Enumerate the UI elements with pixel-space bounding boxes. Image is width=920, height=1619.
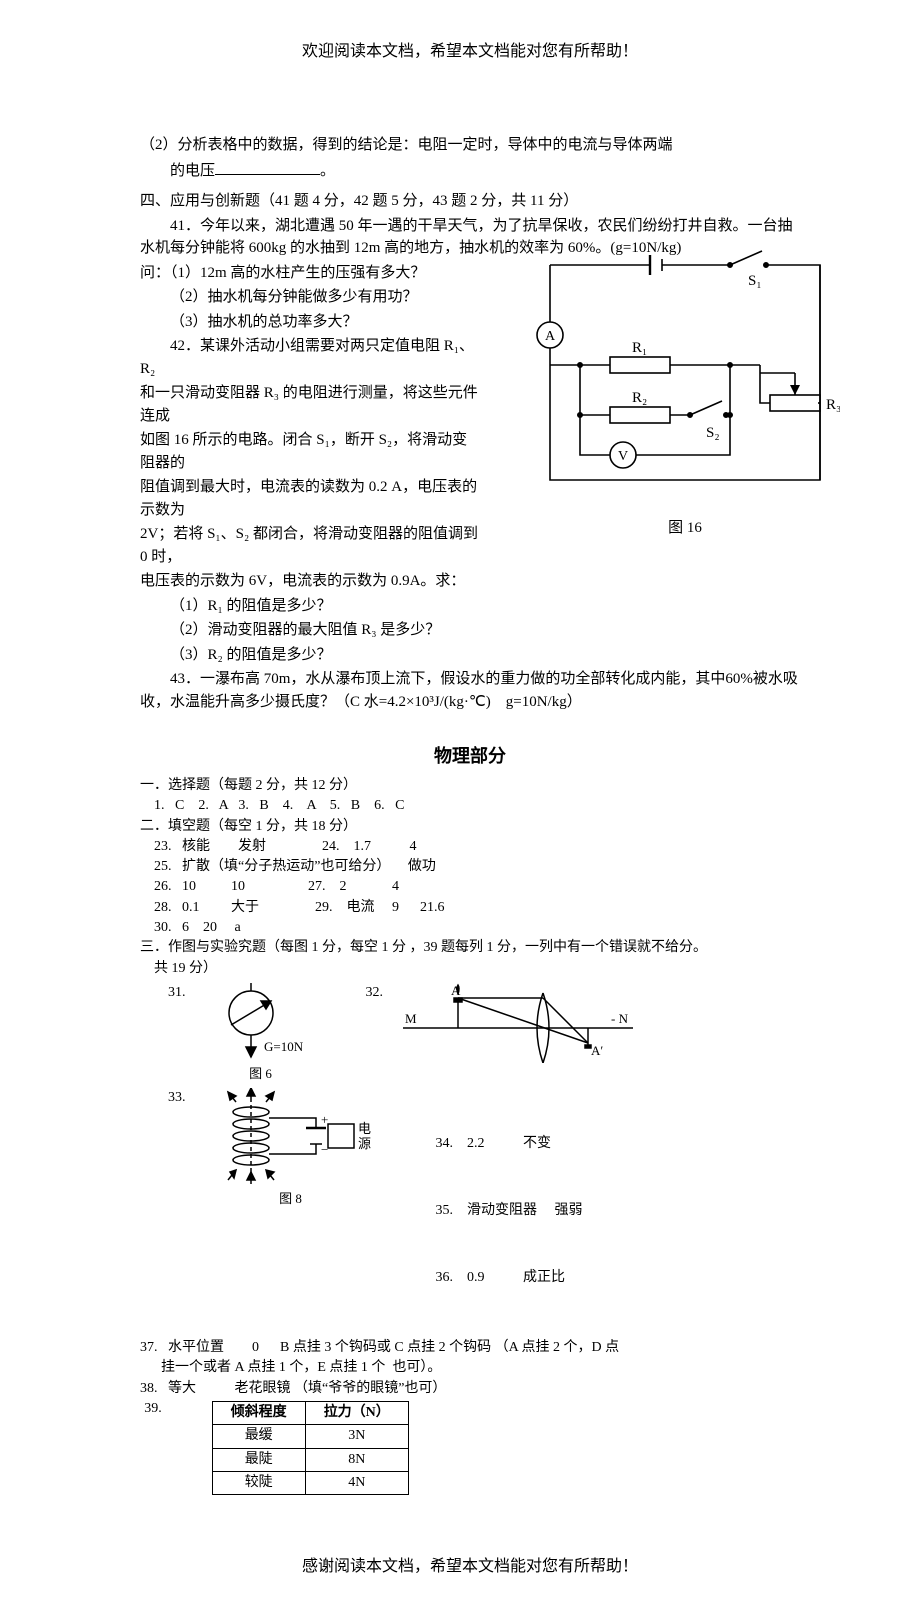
fig32-N: - N: [611, 1011, 629, 1026]
svg-text:+: +: [321, 1112, 328, 1127]
q42-ask3: （3）R₂ 的阻值是多少？: [140, 644, 800, 667]
table-header: 倾斜程度: [212, 1402, 305, 1425]
q2-line2: 的电压 。: [140, 159, 800, 183]
table-row: 较陡 4N: [212, 1471, 408, 1494]
fig32-M: M: [405, 1011, 417, 1026]
ans-37b: 挂一个或者 A 点挂 1 个，E 点挂 1 个 也可）。: [140, 1358, 800, 1378]
r2-label: R₂: [632, 390, 647, 406]
ans-sec1-row: 1. C 2. A 3. B 4. A 5. B 6. C: [140, 796, 800, 816]
q2-line2-suffix: 。: [320, 163, 335, 179]
table-cell: 8N: [305, 1448, 408, 1471]
svg-text:−: −: [321, 1142, 328, 1157]
table-cell: 最缓: [212, 1425, 305, 1448]
figure-32: M A A′ - N: [403, 983, 633, 1063]
circuit-svg: A V S₁ S₂ R₁ R₂ R₃: [530, 245, 840, 505]
fig8-dy-2: 源: [358, 1136, 371, 1151]
q43: 43．一瀑布高 70m，水从瀑布顶上流下，假设水的重力做的功全部转化成内能，其中…: [140, 668, 800, 713]
figure-16-caption: 图 16: [530, 517, 840, 540]
fig32-Ap: A′: [591, 1043, 603, 1058]
ans-sec2-r3: 26. 10 10 27. 2 4: [140, 877, 800, 897]
table-row: 倾斜程度 拉力（N）: [212, 1402, 408, 1425]
label-31: 31.: [168, 983, 186, 1003]
ans-sec3b: 共 19 分）: [140, 959, 800, 979]
ans-sec2-r2: 25. 扩散（填“分子热运动”也可给分） 做功: [140, 857, 800, 877]
ans-37a: 37. 水平位置 0 B 点挂 3 个钩码或 C 点挂 2 个钩码 （A 点挂 …: [140, 1338, 800, 1358]
q42-ask2: （2）滑动变阻器的最大阻值 R₃ 是多少？: [140, 619, 800, 642]
table-row: 最缓 3N: [212, 1425, 408, 1448]
ans-34: 34. 2.2 不变: [436, 1133, 583, 1155]
ans-sec2: 二．填空题（每空 1 分，共 18 分）: [140, 817, 800, 837]
r3-label: R₃: [826, 397, 840, 413]
table-cell: 3N: [305, 1425, 408, 1448]
fig32-A: A: [451, 983, 461, 998]
fig8-dy-1: 电: [358, 1121, 371, 1136]
table-39: 倾斜程度 拉力（N） 最缓 3N 最陡 8N 较陡 4N: [212, 1401, 409, 1495]
table-row: 最陡 8N: [212, 1448, 408, 1471]
table-header: 拉力（N）: [305, 1402, 408, 1425]
q2-line1: （2）分析表格中的数据，得到的结论是：电阻一定时，导体中的电流与导体两端: [140, 134, 800, 157]
table-cell: 最陡: [212, 1448, 305, 1471]
figure-8: + − 电 源 图 8: [206, 1088, 376, 1209]
label-33: 33.: [168, 1088, 186, 1108]
q42-ask1: （1）R₁ 的阻值是多少？: [140, 595, 800, 618]
q2-line2-prefix: 的电压: [170, 163, 215, 179]
r1-label: R₁: [632, 340, 647, 356]
ans-sec2-r1: 23. 核能 发射 24. 1.7 4: [140, 837, 800, 857]
table-cell: 4N: [305, 1471, 408, 1494]
ammeter-label: A: [545, 329, 556, 344]
ans-35: 35. 滑动变阻器 强弱: [436, 1200, 583, 1222]
s2-label: S₂: [706, 425, 720, 441]
ans-sec3: 三．作图与实验究题（每图 1 分，每空 1 分 ，39 题每列 1 分，一列中有…: [140, 938, 800, 958]
fig6-caption: 图 6: [249, 1065, 272, 1084]
q2-blank: [215, 159, 320, 175]
fig8-caption: 图 8: [279, 1190, 302, 1209]
page-header: 欢迎阅读本文档，希望本文档能对您有所帮助！: [140, 40, 800, 64]
s1-label: S₁: [748, 273, 762, 289]
section4-title: 四、应用与创新题（41 题 4 分，42 题 5 分，43 题 2 分，共 11…: [140, 190, 800, 213]
figure-16: A V S₁ S₂ R₁ R₂ R₃ 图 16: [530, 245, 840, 545]
ans-sec1: 一．选择题（每题 2 分，共 12 分）: [140, 776, 800, 796]
page-footer: 感谢阅读本文档，希望本文档能对您有所帮助！: [140, 1555, 800, 1579]
q42-l6: 电压表的示数为 6V，电流表的示数为 0.9A。求：: [140, 570, 800, 593]
ans-38: 38. 等大 老花眼镜 （填“爷爷的眼镜”也可）: [140, 1379, 800, 1399]
ans-36: 36. 0.9 成正比: [436, 1267, 583, 1289]
figure-6: G=10N 图 6: [206, 983, 316, 1084]
table-cell: 较陡: [212, 1471, 305, 1494]
ans-sec2-r4: 28. 0.1 大于 29. 电流 9 21.6: [140, 898, 800, 918]
ans-sec2-r5: 30. 6 20 a: [140, 918, 800, 938]
answers-title: 物理部分: [140, 743, 800, 770]
voltmeter-label: V: [618, 449, 628, 464]
label-39: 39.: [140, 1399, 162, 1419]
label-32: 32.: [366, 983, 384, 1003]
fig6-g: G=10N: [264, 1039, 304, 1054]
